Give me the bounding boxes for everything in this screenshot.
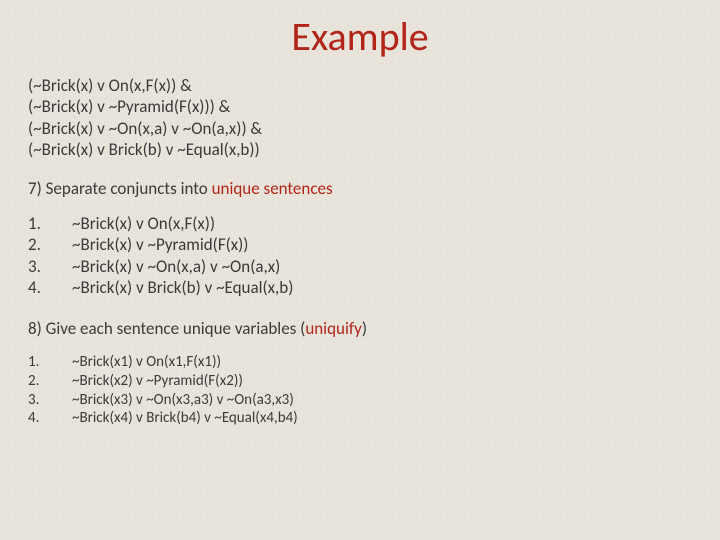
item-text: ~Brick(x3) v ~On(x3,a3) v ~On(a3,x3) xyxy=(72,391,294,410)
clause-line: (~Brick(x) v On(x,F(x)) & xyxy=(28,75,692,96)
item-text: ~Brick(x) v ~Pyramid(F(x)) xyxy=(72,234,248,255)
item-number: 4. xyxy=(28,277,72,298)
item-text: ~Brick(x1) v On(x1,F(x1)) xyxy=(72,353,221,372)
item-text: ~Brick(x) v Brick(b) v ~Equal(x,b) xyxy=(72,277,293,298)
item-number: 3. xyxy=(28,256,72,277)
clause-line: (~Brick(x) v Brick(b) v ~Equal(x,b)) xyxy=(28,139,692,160)
step8-list: 1. ~Brick(x1) v On(x1,F(x1)) 2. ~Brick(x… xyxy=(28,353,692,428)
step7-list: 1. ~Brick(x) v On(x,F(x)) 2. ~Brick(x) v… xyxy=(28,213,692,298)
clause-line: (~Brick(x) v ~Pyramid(F(x))) & xyxy=(28,96,692,117)
item-text: ~Brick(x) v ~On(x,a) v ~On(a,x) xyxy=(72,256,280,277)
list-item: 4. ~Brick(x) v Brick(b) v ~Equal(x,b) xyxy=(28,277,692,298)
step8-accent: uniquify xyxy=(305,318,362,339)
clauses-block: (~Brick(x) v On(x,F(x)) & (~Brick(x) v ~… xyxy=(28,75,692,160)
item-number: 3. xyxy=(28,391,72,410)
list-item: 1. ~Brick(x1) v On(x1,F(x1)) xyxy=(28,353,692,372)
list-item: 3. ~Brick(x) v ~On(x,a) v ~On(a,x) xyxy=(28,256,692,277)
clause-line: (~Brick(x) v ~On(x,a) v ~On(a,x)) & xyxy=(28,118,692,139)
item-number: 2. xyxy=(28,372,72,391)
list-item: 2. ~Brick(x) v ~Pyramid(F(x)) xyxy=(28,234,692,255)
list-item: 1. ~Brick(x) v On(x,F(x)) xyxy=(28,213,692,234)
step8-heading: 8) Give each sentence unique variables (… xyxy=(28,318,692,339)
item-text: ~Brick(x) v On(x,F(x)) xyxy=(72,213,215,234)
item-number: 1. xyxy=(28,213,72,234)
step7-heading: 7) Separate conjuncts into unique senten… xyxy=(28,178,692,199)
slide-title: Example xyxy=(28,12,692,61)
step8-suffix: ) xyxy=(362,318,367,339)
item-text: ~Brick(x2) v ~Pyramid(F(x2)) xyxy=(72,372,243,391)
item-text: ~Brick(x4) v Brick(b4) v ~Equal(x4,b4) xyxy=(72,409,298,428)
item-number: 1. xyxy=(28,353,72,372)
list-item: 2. ~Brick(x2) v ~Pyramid(F(x2)) xyxy=(28,372,692,391)
step7-prefix: 7) Separate conjuncts into xyxy=(28,178,212,199)
item-number: 2. xyxy=(28,234,72,255)
step8-prefix: 8) Give each sentence unique variables ( xyxy=(28,318,305,339)
step7-accent: unique sentences xyxy=(212,178,333,199)
list-item: 4. ~Brick(x4) v Brick(b4) v ~Equal(x4,b4… xyxy=(28,409,692,428)
list-item: 3. ~Brick(x3) v ~On(x3,a3) v ~On(a3,x3) xyxy=(28,391,692,410)
item-number: 4. xyxy=(28,409,72,428)
